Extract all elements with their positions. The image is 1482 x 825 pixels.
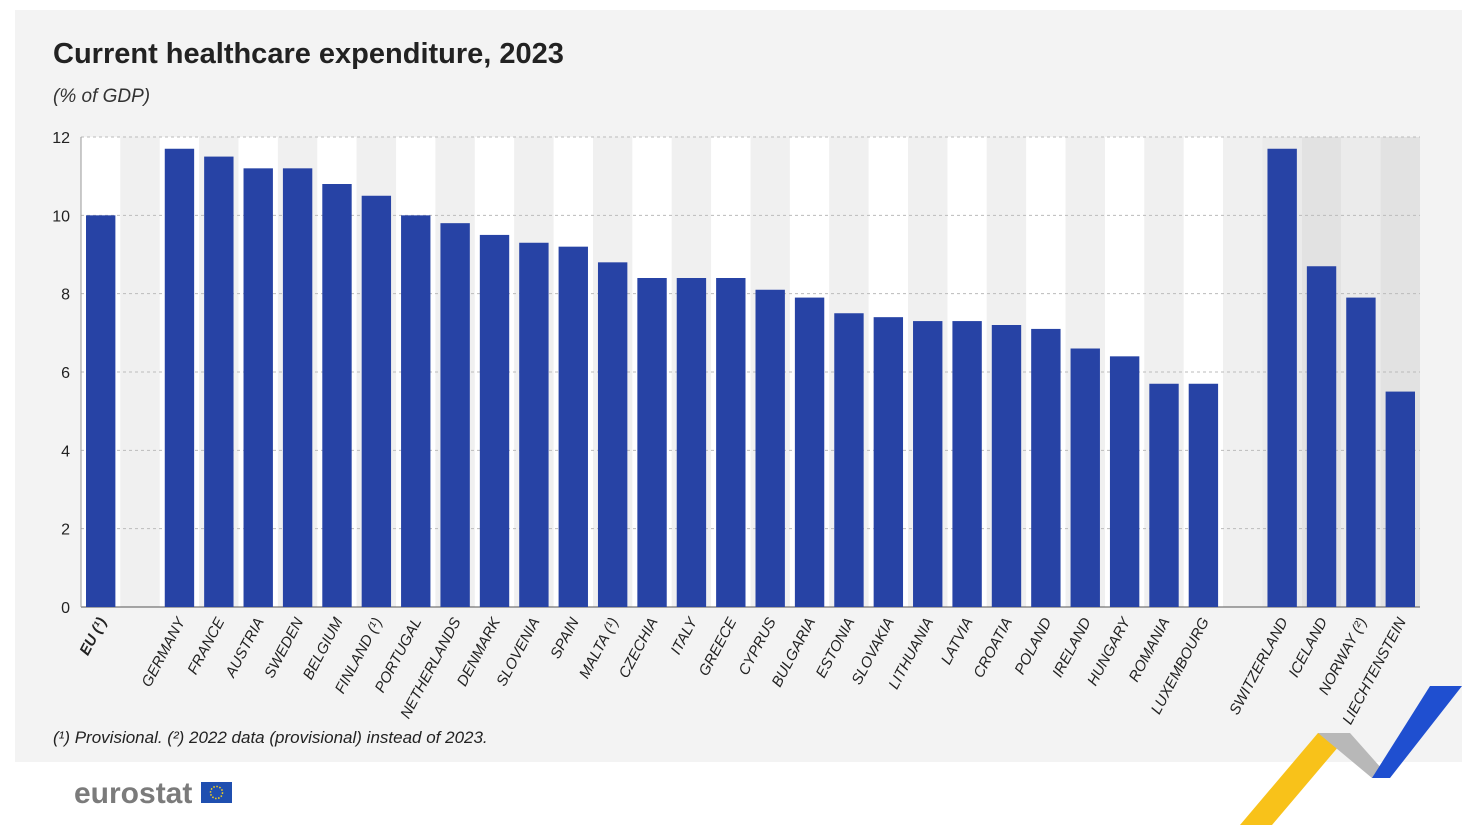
logo-text: eurostat xyxy=(74,777,192,810)
bar xyxy=(873,317,904,607)
eu-flag-icon xyxy=(201,782,232,803)
bar xyxy=(519,242,549,607)
bar xyxy=(243,168,273,608)
bar xyxy=(401,215,431,608)
y-tick-label: 10 xyxy=(52,208,70,225)
bar xyxy=(676,278,707,607)
bar xyxy=(1070,348,1100,607)
bar xyxy=(794,297,825,607)
bar xyxy=(952,321,982,607)
bar xyxy=(558,246,588,607)
footnote: (¹) Provisional. (²) 2022 data (provisio… xyxy=(53,728,488,747)
bar xyxy=(204,156,234,608)
y-tick-label: 0 xyxy=(61,600,70,617)
bar xyxy=(1267,148,1297,607)
bar xyxy=(991,325,1022,607)
chart-subtitle: (% of GDP) xyxy=(53,86,150,107)
y-tick-label: 12 xyxy=(52,130,70,147)
bar xyxy=(1385,391,1415,607)
bar xyxy=(913,321,943,607)
eurostat-logo: eurostat xyxy=(74,777,232,810)
bar xyxy=(637,278,667,607)
y-tick-label: 6 xyxy=(61,365,70,382)
chart-title: Current healthcare expenditure, 2023 xyxy=(53,38,564,70)
bar xyxy=(86,215,116,608)
bar xyxy=(322,184,352,607)
bar xyxy=(361,195,392,607)
bar xyxy=(440,223,470,607)
bar xyxy=(597,262,628,607)
bar xyxy=(716,278,746,607)
bar xyxy=(1149,383,1179,607)
bar xyxy=(1306,266,1337,607)
bar xyxy=(164,148,195,607)
y-tick-label: 2 xyxy=(61,522,70,539)
bar xyxy=(282,168,313,608)
y-tick-label: 4 xyxy=(61,443,70,460)
corner-chevron-graphic xyxy=(1240,686,1462,825)
bar xyxy=(834,313,864,607)
y-tick-label: 8 xyxy=(61,287,70,304)
bar xyxy=(479,234,510,607)
bar xyxy=(1346,297,1376,607)
bar xyxy=(1031,328,1061,607)
bar xyxy=(1109,356,1140,607)
bar xyxy=(1188,383,1219,607)
bar xyxy=(755,289,785,607)
